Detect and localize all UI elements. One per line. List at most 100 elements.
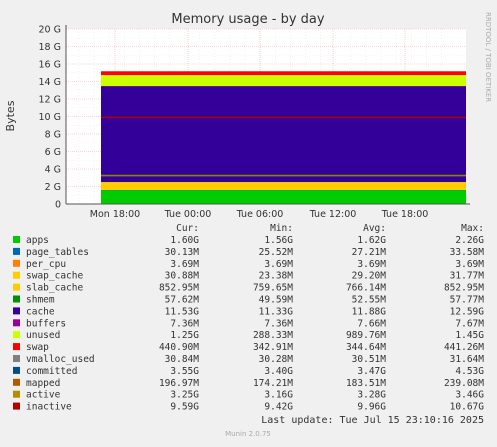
legend-value: 11.53G [165,306,200,317]
legend-value: 7.36M [264,318,293,329]
legend-column-header: Max: [461,223,484,234]
legend-swatch-unused [13,331,20,339]
area-apps [101,190,466,204]
legend-value: 3.16G [264,390,293,401]
legend-swatch-swap_cache [13,271,20,279]
legend-value: 989.76M [346,330,386,341]
legend-value: 29.20M [352,271,387,282]
legend-value: 57.62M [165,295,200,306]
x-tick-label: Tue 06:00 [236,209,284,220]
legend-label-buffers: buffers [26,318,66,329]
legend-value: 3.28G [357,390,386,401]
legend-value: 11.33G [259,306,294,317]
legend-value: 9.42G [264,402,293,413]
legend-value: 344.64M [346,342,386,353]
axes: 0 2 G 4 G 6 G 8 G 10 G 12 G 14 G 16 G 18 G 20 G Mon… [39,25,470,220]
y-tick-label: 16 G [39,60,61,71]
legend-value: 33.58M [450,247,485,258]
legend-value: 12.59G [450,306,485,317]
legend-column-header: Avg: [363,223,386,234]
legend-swatch-vmalloc_used [13,355,20,362]
legend-value: 9.59G [170,402,199,413]
legend-value: 1.56G [264,235,293,246]
legend-value: 27.21M [352,247,387,258]
legend-value: 11.88G [352,306,387,317]
legend-label-per_cpu: per_cpu [26,259,66,270]
legend-value: 441.26M [444,342,484,353]
legend-value: 3.69M [170,259,199,270]
munin-footer: Munin 2.0.75 [225,430,271,438]
y-tick-label: 0 [55,200,61,211]
legend: Cur: Min: Avg: Max: apps 1.60G 1.56G 1.62G 2.26G… [13,223,484,413]
legend-value: 30.84M [165,354,200,365]
legend-value: 174.21M [253,378,293,389]
y-tick-label: 14 G [39,77,61,88]
legend-column-header: Cur: [176,223,199,234]
legend-value: 3.69M [455,259,484,270]
y-tick-label: 12 G [39,95,61,106]
legend-value: 1.60G [170,235,199,246]
y-tick-label: 10 G [39,112,61,123]
legend-label-mapped: mapped [26,378,60,389]
legend-label-slab_cache: slab_cache [26,283,83,294]
legend-value: 3.55G [170,366,199,377]
legend-swatch-swap [13,343,20,351]
legend-value: 52.55M [352,295,387,306]
legend-label-swap_cache: swap_cache [26,271,83,282]
legend-value: 342.91M [253,342,293,353]
legend-value: 31.64M [450,354,485,365]
legend-swatch-slab_cache [13,283,20,291]
y-tick-label: 4 G [45,165,61,176]
last-update: Last update: Tue Jul 15 23:10:16 2025 [261,415,484,426]
legend-column-header: Min: [270,223,293,234]
legend-value: 49.59M [259,295,294,306]
legend-value: 25.52M [259,247,294,258]
y-tick-label: 18 G [39,42,61,53]
legend-label-unused: unused [26,330,60,341]
area-slab_cache [101,182,466,190]
area-unused [101,75,466,87]
legend-value: 10.67G [450,402,485,413]
x-tick-label: Mon 18:00 [90,209,140,220]
legend-value: 7.66M [357,318,386,329]
legend-value: 57.77M [450,295,485,306]
legend-value: 7.36M [170,318,199,329]
legend-value: 4.53G [455,366,484,377]
legend-swatch-cache [13,307,20,315]
legend-value: 7.67M [455,318,484,329]
legend-label-cache: cache [26,306,55,317]
legend-value: 852.95M [444,283,484,294]
y-tick-label: 20 G [39,25,61,36]
legend-label-active: active [26,390,61,401]
legend-label-vmalloc_used: vmalloc_used [26,354,95,365]
legend-swatch-per_cpu [13,259,20,267]
y-tick-label: 6 G [45,147,61,158]
x-tick-label: Tue 12:00 [309,209,357,220]
legend-value: 852.95M [159,283,199,294]
area-shmem [101,181,466,183]
y-tick-label: 2 G [45,182,61,193]
y-tick-label: 8 G [45,130,61,141]
legend-value: 3.69M [264,259,293,270]
y-axis-label: Bytes [4,100,17,131]
legend-swatch-buffers [13,319,20,327]
legend-swatch-shmem [13,295,20,303]
legend-label-committed: committed [26,366,77,377]
legend-label-swap: swap [26,342,49,353]
legend-label-page_tables: page_tables [26,247,89,258]
legend-value: 239.08M [444,378,484,389]
legend-value: 30.51M [352,354,387,365]
legend-label-inactive: inactive [26,402,72,413]
legend-value: 30.88M [165,271,200,282]
x-tick-label: Tue 00:00 [164,209,212,220]
line-series [101,116,466,177]
area-page_tables [101,189,466,191]
legend-value: 3.47G [357,366,386,377]
area-swap_cache [101,189,466,190]
legend-value: 23.38M [259,271,294,282]
legend-value: 766.14M [346,283,386,294]
legend-swatch-inactive [13,402,20,410]
legend-value: 759.65M [253,283,293,294]
legend-swatch-apps [13,236,20,243]
legend-value: 30.28M [259,354,294,365]
